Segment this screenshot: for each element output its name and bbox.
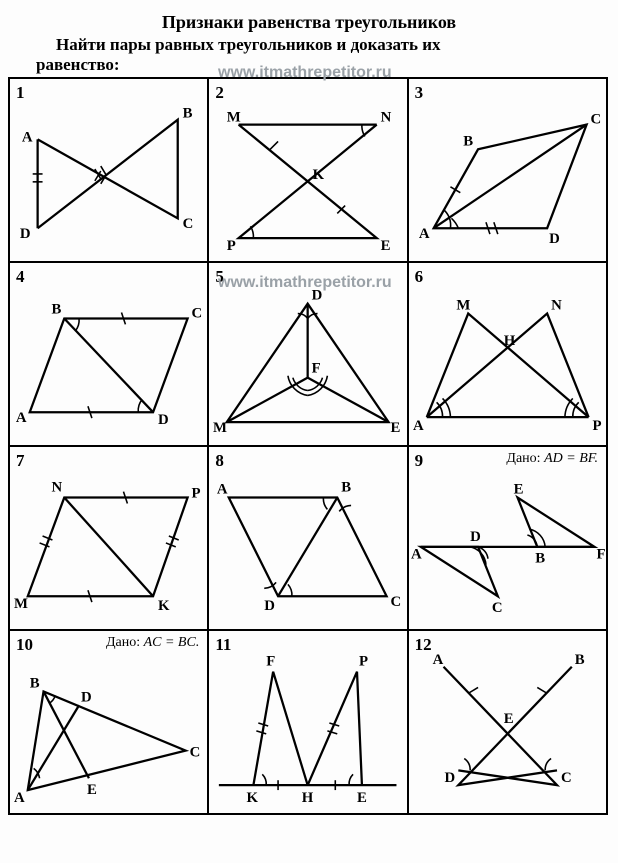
svg-text:C: C xyxy=(391,594,402,610)
svg-text:M: M xyxy=(227,110,241,126)
subtitle-line1: Найти пары равных треугольников и доказа… xyxy=(56,35,441,54)
cell-8: 8 A B C D xyxy=(208,446,407,630)
svg-text:M: M xyxy=(456,298,470,314)
svg-text:E: E xyxy=(357,790,367,806)
svg-text:M: M xyxy=(213,420,227,436)
svg-text:D: D xyxy=(158,412,169,428)
svg-text:A: A xyxy=(22,129,33,145)
svg-text:K: K xyxy=(247,790,259,806)
svg-text:D: D xyxy=(312,288,323,304)
cell-4: 4 A B C D xyxy=(9,262,208,446)
svg-text:B: B xyxy=(535,551,545,567)
cell-1: 1 A B C D xyxy=(9,78,208,262)
svg-text:F: F xyxy=(596,547,605,563)
cell-number: 9 xyxy=(415,451,424,471)
page-title: Признаки равенства треугольников xyxy=(8,12,610,33)
cell-3: 3 A B C D xyxy=(408,78,607,262)
cell-number: 8 xyxy=(215,451,224,471)
svg-text:K: K xyxy=(158,598,170,614)
svg-text:C: C xyxy=(192,305,203,321)
cell-number: 1 xyxy=(16,83,25,103)
svg-text:C: C xyxy=(492,600,503,616)
svg-text:N: N xyxy=(381,110,392,126)
svg-text:D: D xyxy=(265,598,276,614)
svg-text:P: P xyxy=(592,418,601,434)
cell-10: 10 Дано: AC = BC. A B D E C xyxy=(9,630,208,814)
svg-text:N: N xyxy=(551,298,562,314)
figure-10: A B D E C xyxy=(10,631,207,813)
figure-8: A B C D xyxy=(209,447,406,629)
subtitle-line2: равенство: xyxy=(36,55,120,74)
svg-text:D: D xyxy=(549,231,560,247)
svg-text:A: A xyxy=(413,418,424,434)
svg-text:E: E xyxy=(87,782,97,798)
svg-text:E: E xyxy=(381,238,391,254)
svg-text:P: P xyxy=(192,486,201,502)
svg-text:H: H xyxy=(503,333,515,349)
cell-number: 11 xyxy=(215,635,231,655)
svg-text:M: M xyxy=(14,596,28,612)
svg-text:E: E xyxy=(391,420,401,436)
svg-text:B: B xyxy=(30,675,40,691)
svg-text:F: F xyxy=(267,654,276,670)
cell-number: 3 xyxy=(415,83,424,103)
svg-text:B: B xyxy=(574,652,584,668)
cell-5: 5 M D F E xyxy=(208,262,407,446)
svg-text:E: E xyxy=(513,482,523,498)
page-subtitle: Найти пары равных треугольников и доказа… xyxy=(36,35,610,75)
svg-text:D: D xyxy=(470,529,481,545)
cell-11: 11 F P K H E xyxy=(208,630,407,814)
svg-text:A: A xyxy=(217,482,228,498)
svg-text:D: D xyxy=(444,770,455,786)
svg-text:D: D xyxy=(20,226,31,242)
cell-2: 2 M N K P E xyxy=(208,78,407,262)
cell-6: 6 A M H N P xyxy=(408,262,607,446)
figure-11: F P K H E xyxy=(209,631,406,813)
cell-number: 7 xyxy=(16,451,25,471)
svg-text:B: B xyxy=(183,106,193,122)
cell-number: 2 xyxy=(215,83,224,103)
cell-7: 7 M N P K xyxy=(9,446,208,630)
svg-text:E: E xyxy=(503,711,513,727)
figure-2: M N K P E xyxy=(209,79,406,261)
figure-7: M N P K xyxy=(10,447,207,629)
svg-text:F: F xyxy=(312,361,321,377)
figure-6: A M H N P xyxy=(409,263,606,445)
svg-text:C: C xyxy=(590,112,601,128)
cell-number: 10 xyxy=(16,635,33,655)
figure-9: A D E B C F xyxy=(409,447,606,629)
figure-1: A B C D xyxy=(10,79,207,261)
svg-text:B: B xyxy=(463,133,473,149)
cell-number: 5 xyxy=(215,267,224,287)
problem-grid: 1 A B C D 2 M N K P E xyxy=(8,77,608,815)
svg-text:C: C xyxy=(183,216,194,232)
figure-12: A B E D C xyxy=(409,631,606,813)
svg-text:B: B xyxy=(342,480,352,496)
cell-9: 9 Дано: AD = BF. A D E B C F xyxy=(408,446,607,630)
cell-number: 4 xyxy=(16,267,25,287)
figure-3: A B C D xyxy=(409,79,606,261)
svg-text:B: B xyxy=(51,302,61,318)
svg-text:A: A xyxy=(411,547,422,563)
svg-text:P: P xyxy=(359,654,368,670)
figure-5: M D F E xyxy=(209,263,406,445)
svg-text:N: N xyxy=(51,480,62,496)
cell-number: 12 xyxy=(415,635,432,655)
svg-text:C: C xyxy=(561,770,572,786)
given-10: Дано: AC = BC. xyxy=(106,635,199,651)
svg-text:P: P xyxy=(227,238,236,254)
svg-text:A: A xyxy=(419,226,430,242)
svg-text:A: A xyxy=(432,652,443,668)
svg-text:D: D xyxy=(81,689,92,705)
given-9: Дано: AD = BF. xyxy=(506,451,598,467)
svg-text:H: H xyxy=(302,790,314,806)
cell-12: 12 A B E D C xyxy=(408,630,607,814)
cell-number: 6 xyxy=(415,267,424,287)
svg-text:A: A xyxy=(16,410,27,426)
figure-4: A B C D xyxy=(10,263,207,445)
svg-text:K: K xyxy=(313,167,325,183)
svg-text:A: A xyxy=(14,790,25,806)
svg-text:C: C xyxy=(190,745,201,761)
